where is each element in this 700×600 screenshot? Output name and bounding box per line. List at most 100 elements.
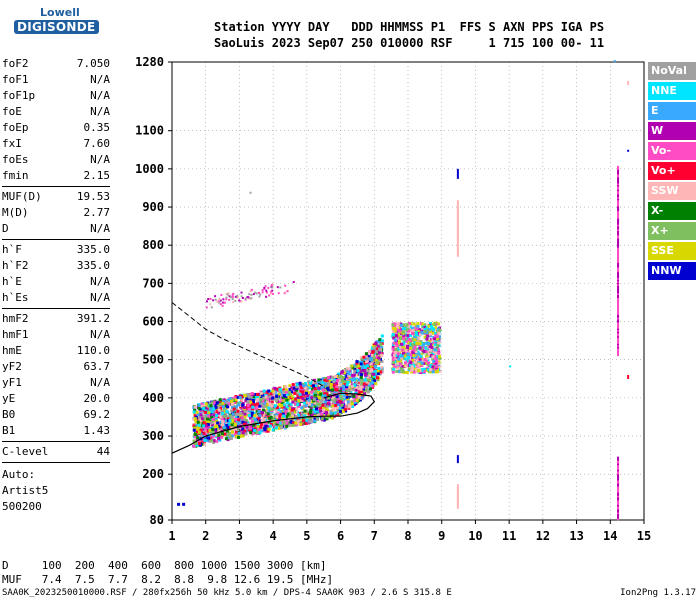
- echo-point: [232, 399, 236, 403]
- echo-point: [237, 418, 241, 422]
- param-separator: [2, 462, 110, 463]
- echo-point: [208, 402, 212, 406]
- echo-point: [403, 325, 407, 329]
- echo-point: [192, 439, 196, 443]
- echo-point: [322, 418, 326, 422]
- echo-point: [266, 400, 270, 404]
- echo-point: [299, 383, 303, 387]
- echo-point: [302, 412, 306, 416]
- echo-point: [299, 389, 303, 393]
- x-tick-label: 14: [603, 529, 617, 543]
- param-label: h`F2: [2, 259, 29, 272]
- echo-point: [251, 419, 255, 423]
- header-line-1: Station YYYY DAY DDD HHMMSS P1 FFS S AXN…: [214, 20, 605, 34]
- echo-point: [336, 397, 340, 401]
- echo-point: [226, 293, 229, 296]
- echo-point: [304, 391, 308, 395]
- echo-point: [286, 412, 290, 416]
- echo-point: [312, 408, 316, 412]
- echo-point: [192, 428, 196, 432]
- param-value: 69.2: [83, 408, 111, 421]
- echo-point: [202, 410, 206, 414]
- echo-point: [249, 431, 253, 435]
- echo-point: [401, 348, 405, 352]
- echo-point: [280, 416, 284, 420]
- echo-point: [197, 403, 201, 407]
- echo-point: [433, 331, 437, 335]
- echo-point: [338, 399, 342, 403]
- echo-point: [299, 420, 303, 424]
- echo-point: [212, 433, 216, 437]
- param-separator: [2, 239, 110, 240]
- echo-point: [400, 367, 404, 371]
- echo-point: [318, 381, 322, 385]
- echo-point: [230, 409, 234, 413]
- echo-point: [246, 296, 249, 299]
- echo-point: [265, 404, 269, 408]
- echo-point: [247, 428, 251, 432]
- echo-point: [224, 437, 228, 441]
- echo-point: [302, 399, 306, 403]
- echo-point: [431, 355, 435, 359]
- echo-point: [391, 326, 395, 330]
- echo-point: [334, 376, 338, 380]
- echo-point: [323, 394, 327, 398]
- echo-point: [291, 400, 295, 404]
- echo-point: [268, 412, 272, 416]
- param-separator: [2, 308, 110, 309]
- x-tick-label: 15: [637, 529, 651, 543]
- echo-point: [294, 410, 298, 414]
- echo-point: [402, 341, 406, 345]
- param-separator: [2, 441, 110, 442]
- echo-point: [282, 390, 286, 394]
- echo-point: [207, 415, 211, 419]
- echo-point: [266, 412, 270, 416]
- echo-point: [344, 368, 348, 372]
- echo-point: [373, 379, 377, 383]
- echo-point: [204, 432, 208, 436]
- echo-point: [202, 425, 206, 429]
- echo-point: [396, 333, 400, 337]
- echo-point: [357, 387, 361, 391]
- echo-point: [257, 419, 261, 423]
- echo-point: [329, 382, 333, 386]
- echo-point: [269, 415, 273, 419]
- echo-point: [295, 400, 299, 404]
- echo-point: [369, 387, 373, 391]
- echo-point: [206, 429, 210, 433]
- echo-point: [353, 367, 357, 371]
- echo-point: [433, 354, 437, 358]
- echo-point: [297, 403, 301, 407]
- param-row: hmE 110.0: [2, 343, 110, 359]
- echo-point: [314, 384, 318, 388]
- echo-point: [617, 165, 620, 170]
- echo-point: [337, 406, 341, 410]
- echo-point: [318, 409, 322, 413]
- echo-point: [271, 417, 275, 421]
- echo-point: [367, 355, 371, 359]
- echo-point: [263, 428, 267, 432]
- echo-point: [402, 333, 406, 337]
- param-label: B1: [2, 424, 16, 437]
- echo-point: [426, 361, 430, 365]
- echo-point: [319, 392, 323, 396]
- echo-point: [456, 211, 459, 216]
- echo-point: [338, 376, 342, 380]
- echo-point: [421, 324, 425, 328]
- echo-point: [267, 406, 271, 410]
- echo-point: [245, 419, 249, 423]
- echo-point: [427, 339, 431, 343]
- echo-point: [275, 394, 279, 398]
- echo-point: [330, 381, 334, 385]
- echo-point: [325, 412, 329, 416]
- echo-point: [348, 403, 352, 407]
- echo-point: [272, 404, 276, 408]
- echo-point: [368, 374, 372, 378]
- echo-point: [456, 250, 459, 255]
- echo-point: [297, 419, 301, 423]
- echo-point: [359, 387, 363, 391]
- echo-point: [353, 399, 357, 403]
- echo-point: [252, 423, 256, 427]
- echo-point: [284, 388, 288, 392]
- echo-point: [265, 414, 269, 418]
